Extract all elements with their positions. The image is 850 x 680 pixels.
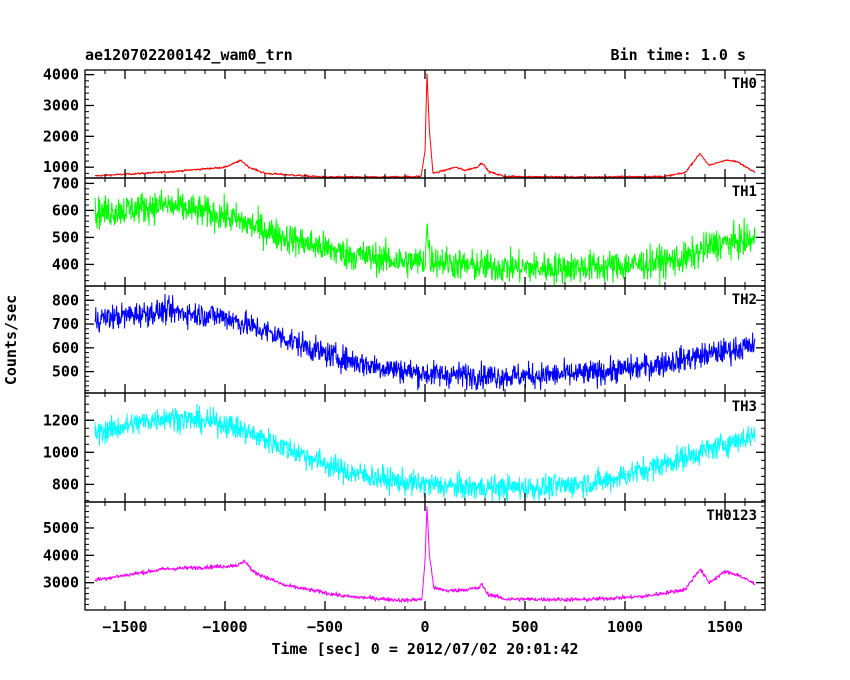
panel-label-th0123: TH0123 — [706, 508, 757, 524]
x-tick-label: −1000 — [202, 618, 247, 636]
panel-label-th2: TH2 — [732, 292, 757, 308]
y-tick-label: 700 — [52, 174, 79, 192]
series-line-th2 — [94, 293, 756, 392]
y-tick-label: 3000 — [43, 96, 79, 114]
x-tick-label: −1500 — [102, 618, 147, 636]
y-tick-label: 4000 — [43, 546, 79, 564]
y-tick-label: 5000 — [43, 519, 79, 537]
y-tick-label: 400 — [52, 255, 79, 273]
y-tick-label: 600 — [52, 201, 79, 219]
y-tick-label: 800 — [52, 475, 79, 493]
panel-th2: 500 600 700 800 TH2 — [52, 285, 766, 394]
y-tick-label: 1000 — [43, 158, 79, 176]
panel-th3: 800 1000 1200 TH3 — [43, 392, 766, 503]
panel-label-th3: TH3 — [732, 399, 757, 415]
panel-th1: 400 500 600 700 TH1 — [52, 174, 766, 287]
x-tick-label: 0 — [420, 618, 429, 636]
x-tick-label: 500 — [511, 618, 538, 636]
y-tick-label: 4000 — [43, 66, 79, 84]
y-tick-label: 3000 — [43, 574, 79, 592]
series-line-th0123 — [94, 506, 756, 603]
panel-label-th1: TH1 — [732, 184, 757, 200]
x-axis-label: Time [sec] 0 = 2012/07/02 20:01:42 — [271, 640, 578, 658]
x-tick-label: 1000 — [607, 618, 643, 636]
y-tick-label: 2000 — [43, 127, 79, 145]
chart-title: ae120702200142_wam0_trn — [85, 46, 293, 64]
y-tick-label: 600 — [52, 339, 79, 357]
series-line-th1 — [94, 187, 756, 286]
y-tick-label: 700 — [52, 315, 79, 333]
y-tick-label: 500 — [52, 363, 79, 381]
panel-th0: 1000 2000 3000 4000 TH0 — [43, 66, 766, 179]
y-axis-label: Counts/sec — [2, 295, 20, 385]
panel-th0123: 3000 4000 5000 TH0123 — [43, 501, 766, 611]
panel-frame — [84, 69, 766, 179]
y-tick-label: 1200 — [43, 411, 79, 429]
series-line-th3 — [94, 403, 756, 503]
y-tick-label: 1000 — [43, 443, 79, 461]
y-tick-label: 800 — [52, 291, 79, 309]
panel-label-th0: TH0 — [732, 76, 757, 92]
y-tick-label: 500 — [52, 228, 79, 246]
x-tick-label: −500 — [307, 618, 343, 636]
bin-time-label: Bin time: 1.0 s — [611, 46, 746, 64]
series-line-th0 — [94, 73, 756, 179]
x-tick-label: 1500 — [707, 618, 743, 636]
